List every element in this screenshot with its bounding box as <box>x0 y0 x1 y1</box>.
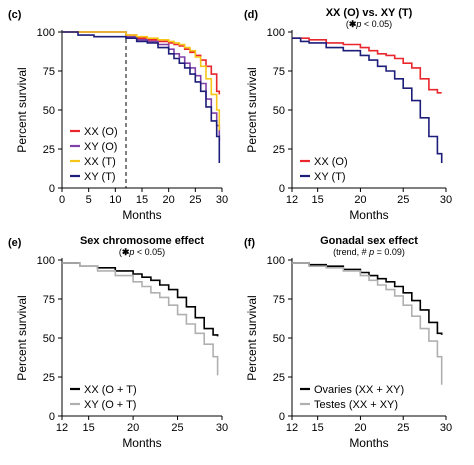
y-tick-label: 0 <box>279 411 285 423</box>
subtitle-rest: = 0.09) <box>374 247 405 257</box>
panel-3: (e) Sex chromosome effect(✱p < 0.05) 0 25 50… <box>8 235 228 450</box>
subtitle-open-paren: ( <box>346 19 349 29</box>
panel-title: XX (O) vs. XY (T) <box>326 7 413 19</box>
x-tick-label: 25 <box>171 422 183 434</box>
x-tick-label: 12 <box>286 422 298 434</box>
x-tick-label: 30 <box>440 194 452 206</box>
panel-4: (f) Gonadal sex effect(trend, # p = 0.09)… <box>244 235 452 450</box>
y-tick-label: 75 <box>273 66 285 78</box>
y-tick-label: 25 <box>43 372 55 384</box>
legend-entry: XY (O + T) <box>84 399 136 411</box>
subtitle-p: p <box>368 247 374 257</box>
subtitle-p: p <box>128 247 134 257</box>
y-axis-title: Percent survival <box>245 295 259 380</box>
x-tick-label: 0 <box>59 194 65 206</box>
series-line-1 <box>292 37 442 94</box>
x-tick-label: 25 <box>189 194 201 206</box>
legend-entry: XY (O) <box>84 141 117 153</box>
panel-title: Sex chromosome effect <box>80 235 204 247</box>
y-tick-label: 25 <box>273 372 285 384</box>
subtitle-rest: < 0.05) <box>361 19 392 29</box>
x-tick-label: 20 <box>163 194 175 206</box>
legend-entry: Ovaries (XX + XY) <box>314 384 404 396</box>
y-tick-label: 50 <box>43 105 55 117</box>
panel-2: (d) XX (O) vs. XY (T)(✱p < 0.05) 0 25 50 75 10… <box>244 7 452 222</box>
y-tick-label: 75 <box>43 294 55 306</box>
x-tick-label: 20 <box>127 422 139 434</box>
y-tick-label: 75 <box>273 294 285 306</box>
series-line-2 <box>62 262 219 376</box>
star-icon: ✱ <box>349 19 357 29</box>
panel-label: (f) <box>244 237 255 249</box>
panel-title: Gonadal sex effect <box>320 235 418 247</box>
star-icon: ✱ <box>122 247 130 257</box>
legend-entry: XY (T) <box>84 171 116 183</box>
subtitle-open-paren: ( <box>119 247 122 257</box>
y-tick-label: 50 <box>273 333 285 345</box>
y-tick-label: 0 <box>49 183 55 195</box>
series-line-1 <box>62 31 221 95</box>
series-line-4 <box>62 31 221 163</box>
subtitle-p: p <box>355 19 361 29</box>
x-tick-label: 30 <box>216 194 228 206</box>
x-axis-title: Months <box>122 208 161 222</box>
y-axis-title: Percent survival <box>245 67 259 152</box>
y-tick-label: 100 <box>37 27 55 39</box>
legend-entry: XX (T) <box>84 156 116 168</box>
panel-subtitle: (trend, # p = 0.09) <box>333 247 405 257</box>
x-axis-title: Months <box>349 208 388 222</box>
legend-entry: XX (O + T) <box>84 384 137 396</box>
subtitle-prefix: (trend, # <box>333 247 369 257</box>
x-tick-label: 15 <box>136 194 148 206</box>
panel-label: (c) <box>8 9 22 21</box>
x-tick-label: 25 <box>397 194 409 206</box>
subtitle-rest: < 0.05) <box>134 247 165 257</box>
y-tick-label: 100 <box>37 255 55 267</box>
y-tick-label: 100 <box>267 27 285 39</box>
y-axis-title: Percent survival <box>15 295 29 380</box>
panel-subtitle: (✱p < 0.05) <box>119 247 165 257</box>
series-line-2 <box>292 262 443 385</box>
y-axis-title: Percent survival <box>15 67 29 152</box>
x-tick-label: 15 <box>312 194 324 206</box>
x-tick-label: 10 <box>109 194 121 206</box>
x-tick-label: 5 <box>86 194 92 206</box>
legend-entry: Testes (XX + XY) <box>314 399 398 411</box>
legend-entry: XY (T) <box>314 171 346 183</box>
y-tick-label: 25 <box>273 144 285 156</box>
x-tick-label: 12 <box>56 422 68 434</box>
panel-subtitle: (✱p < 0.05) <box>346 19 392 29</box>
x-tick-label: 12 <box>286 194 298 206</box>
y-tick-label: 50 <box>43 333 55 345</box>
x-tick-label: 20 <box>354 422 366 434</box>
legend-entry: XX (O) <box>84 126 118 138</box>
panel-1: (c) 0 25 50 75 100 0 5 10 15 20 25 30 Months Percent s… <box>8 9 228 222</box>
x-axis-title: Months <box>349 436 388 450</box>
x-axis-title: Months <box>122 436 161 450</box>
x-tick-label: 30 <box>440 422 452 434</box>
y-tick-label: 75 <box>43 66 55 78</box>
y-tick-label: 25 <box>43 144 55 156</box>
y-tick-label: 0 <box>49 411 55 423</box>
series-line-2 <box>62 31 221 142</box>
x-tick-label: 15 <box>312 422 324 434</box>
x-tick-label: 25 <box>397 422 409 434</box>
y-tick-label: 50 <box>273 105 285 117</box>
panel-label: (e) <box>8 237 22 249</box>
series-line-1 <box>62 262 219 337</box>
y-tick-label: 0 <box>279 183 285 195</box>
x-tick-label: 15 <box>83 422 95 434</box>
y-tick-label: 100 <box>267 255 285 267</box>
x-tick-label: 30 <box>216 422 228 434</box>
x-tick-label: 20 <box>354 194 366 206</box>
panel-label: (d) <box>244 9 258 21</box>
series-line-2 <box>292 37 443 163</box>
legend-entry: XX (O) <box>314 156 348 168</box>
series-line-3 <box>62 31 221 131</box>
series-line-1 <box>292 262 443 335</box>
